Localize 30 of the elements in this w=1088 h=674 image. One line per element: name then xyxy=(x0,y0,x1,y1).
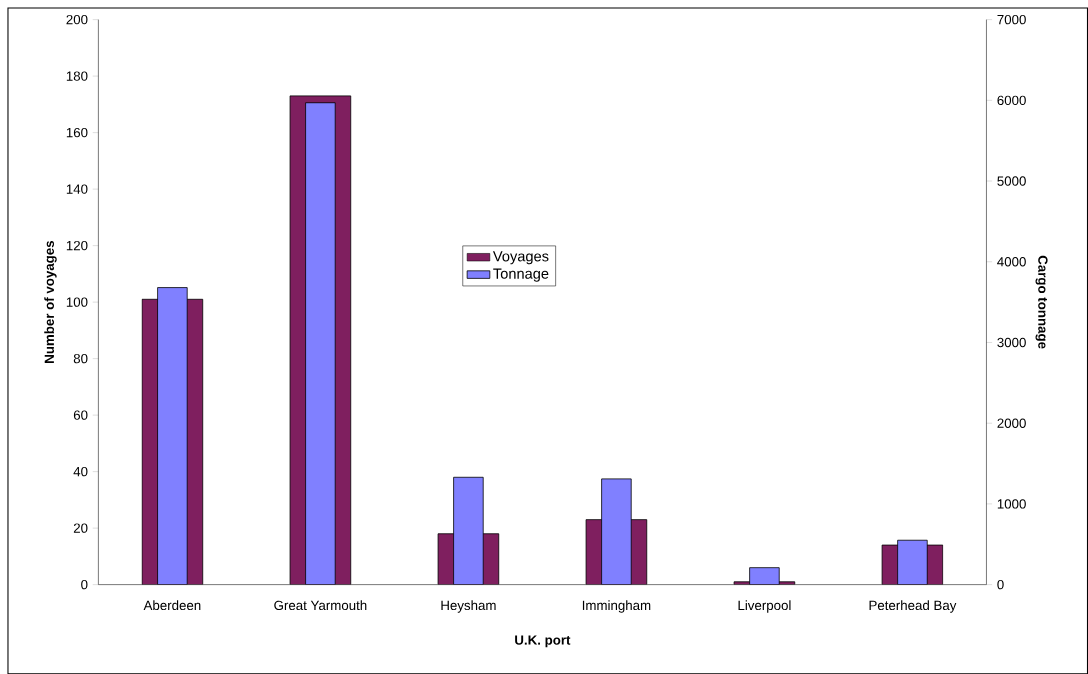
y2-axis-title: Cargo tonnage xyxy=(1035,255,1048,349)
y-tick-label: 140 xyxy=(66,184,88,194)
y-tick-label: 120 xyxy=(66,240,88,251)
y2-tick-label: 6000 xyxy=(997,95,1026,105)
x-tick-label: Peterhead Bay xyxy=(869,600,957,613)
y-tick-label: 160 xyxy=(66,127,88,138)
x-axis-title: U.K. port xyxy=(515,635,571,648)
y2-tick-label: 1000 xyxy=(997,499,1026,509)
x-tick-label: Aberdeen xyxy=(143,600,201,610)
legend-label: Tonnage xyxy=(493,268,549,282)
y-axis-title: Number of voyages xyxy=(44,240,57,363)
x-tick-label: Liverpool xyxy=(738,600,791,613)
y-tick-label: 60 xyxy=(73,410,88,420)
y2-tick-label: 2000 xyxy=(997,418,1026,428)
y-tick-label: 0 xyxy=(81,579,88,590)
y2-tick-label: 3000 xyxy=(997,337,1026,348)
y-tick-label: 20 xyxy=(73,523,88,533)
y2-tick-label: 4000 xyxy=(997,256,1026,267)
y-tick-label: 200 xyxy=(66,14,88,25)
y-tick-label: 40 xyxy=(73,466,88,477)
y2-tick-label: 0 xyxy=(997,579,1004,590)
x-tick-label: Heysham xyxy=(441,600,496,613)
y2-tick-label: 7000 xyxy=(997,14,1026,25)
y-tick-label: 80 xyxy=(73,353,88,364)
y-tick-label: 180 xyxy=(66,71,88,81)
y2-tick-label: 5000 xyxy=(997,176,1026,186)
y-tick-label: 100 xyxy=(66,297,88,307)
x-tick-label: Great Yarmouth xyxy=(274,600,367,610)
x-tick-label: Immingham xyxy=(582,600,651,613)
legend-label: Voyages xyxy=(492,251,549,265)
